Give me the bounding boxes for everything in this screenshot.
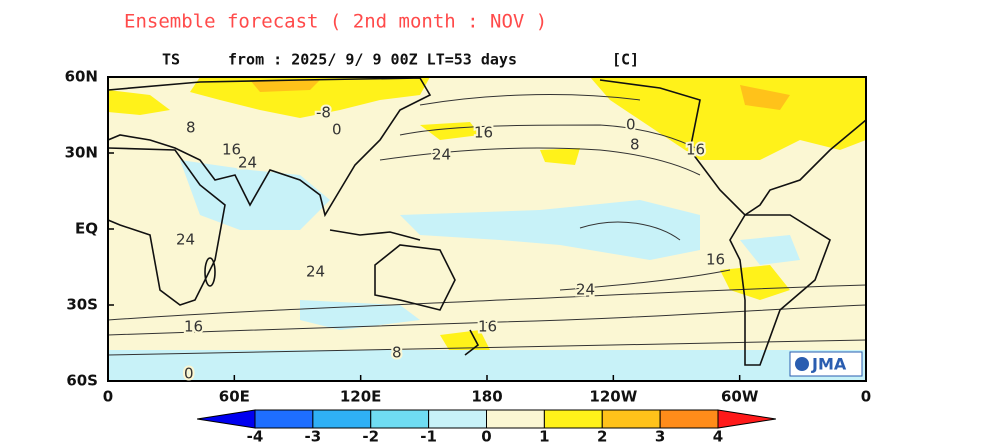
logo-text: JMA	[811, 355, 847, 374]
coastline	[108, 77, 866, 366]
contour-label: 16	[222, 141, 241, 159]
contour-line	[579, 221, 681, 241]
contour-label: 24	[432, 146, 451, 164]
colorbar-segment	[312, 409, 372, 429]
colorbar-label: -2	[362, 428, 379, 445]
y-axis-label: 60N	[65, 68, 98, 86]
contour-label: 8	[392, 344, 402, 362]
colorbar-label: -3	[305, 428, 322, 445]
colorbar-label: 1	[539, 428, 549, 445]
contour-label: 16	[706, 251, 725, 269]
contour-line	[108, 284, 866, 321]
contour-line	[399, 124, 701, 151]
x-axis-label: 120W	[589, 388, 637, 406]
contour-line	[559, 269, 731, 291]
colorbar-end	[717, 409, 776, 429]
x-axis-label: 0	[861, 388, 871, 406]
contour-line	[108, 304, 866, 336]
contour-label: 24	[176, 231, 195, 249]
contour-label: 24	[238, 154, 257, 172]
logo: JMA	[789, 351, 863, 377]
axes: 60N 30N EQ 30S 60S 0 60E 120E 180 120W 60W 0	[65, 68, 872, 406]
contour-label: 8	[630, 136, 640, 154]
colorbar-label: 3	[655, 428, 665, 445]
contour-label: 16	[686, 141, 705, 159]
contour-label: 0	[184, 365, 194, 383]
contour-label: 24	[306, 263, 325, 281]
colorbar-segment	[601, 409, 661, 429]
contour-label: -8	[316, 104, 331, 122]
x-axis-label: 120E	[340, 388, 382, 406]
contour-line	[379, 147, 701, 176]
colorbar-label: -4	[247, 428, 264, 445]
map: -8 0 8 16 24 16 24 0 8 16 24 24 16 24 16…	[107, 76, 867, 385]
y-axis-label: 30S	[66, 296, 98, 314]
anomaly-strong	[250, 80, 790, 110]
x-axis-label: 60E	[219, 388, 250, 406]
contour-label: 16	[474, 124, 493, 142]
y-axis-label: 60S	[66, 372, 98, 390]
contour-label: 24	[576, 281, 595, 299]
colorbar: -4 -3 -2 -1 0 1 2 3 4	[197, 409, 776, 445]
colorbar-segment	[428, 409, 487, 429]
run-info: from : 2025/ 9/ 9 00Z LT=53 days	[228, 51, 517, 69]
contour-line	[419, 94, 641, 106]
colorbar-segment	[254, 409, 314, 429]
colorbar-label: 4	[713, 428, 723, 445]
colorbar-segment	[659, 409, 719, 429]
contour-label: 0	[626, 116, 636, 134]
colorbar-label: 2	[597, 428, 607, 445]
colorbar-segment	[370, 409, 430, 429]
colorbar-segment	[543, 409, 603, 429]
x-axis-label: 180	[471, 388, 502, 406]
variable: TS	[162, 51, 180, 69]
unit: [C]	[612, 51, 639, 69]
colorbar-label: -1	[420, 428, 437, 445]
x-axis-label: 0	[103, 388, 113, 406]
contour-label: 16	[184, 318, 203, 336]
colorbar-label: 0	[481, 428, 491, 445]
contour-label: 0	[332, 121, 342, 139]
x-axis-label: 60W	[721, 388, 759, 406]
title: Ensemble forecast ( 2nd month : NOV )	[124, 11, 547, 33]
y-axis-label: EQ	[75, 220, 98, 238]
colorbar-end	[197, 409, 256, 429]
y-axis-label: 30N	[65, 144, 98, 162]
contour-label: 8	[186, 119, 196, 137]
colorbar-segment	[486, 409, 545, 429]
anomaly-negative	[108, 160, 866, 381]
contour-label: 16	[478, 318, 497, 336]
